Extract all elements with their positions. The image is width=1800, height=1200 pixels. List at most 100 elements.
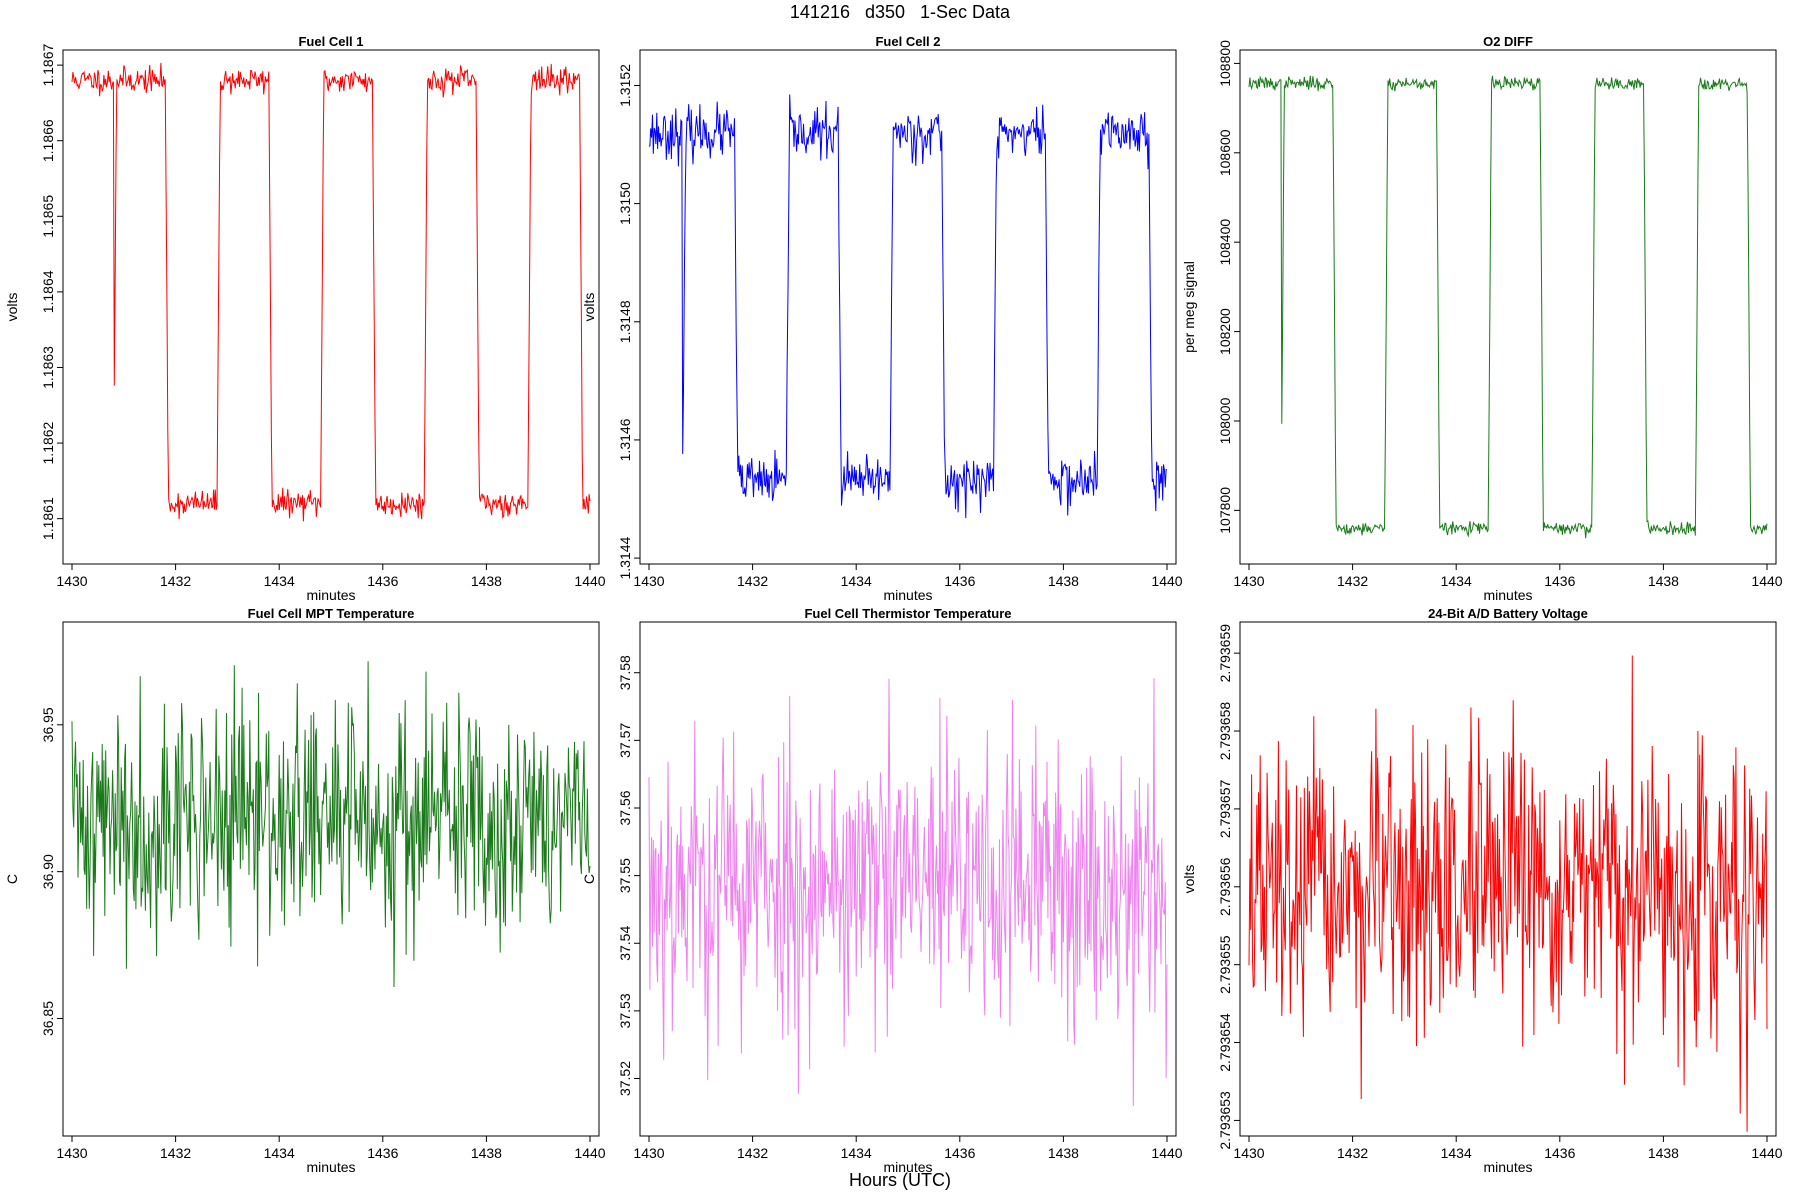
y-tick-label: 107800 — [1217, 487, 1233, 534]
x-tick-label: 1430 — [633, 1145, 664, 1161]
x-tick-label: 1434 — [264, 1145, 295, 1161]
y-tick-label: 1.1866 — [40, 119, 56, 162]
y-tick-label: 108000 — [1217, 397, 1233, 444]
x-tick-label: 1430 — [56, 1145, 87, 1161]
figure-title: 141216 d350 1-Sec Data — [789, 2, 1011, 22]
x-tick-label: 1438 — [471, 1145, 502, 1161]
x-tick-label: 1432 — [160, 573, 191, 589]
panel-title: O2 DIFF — [1483, 34, 1533, 49]
x-tick-label: 1438 — [1648, 1145, 1679, 1161]
panel-title: Fuel Cell 1 — [298, 34, 363, 49]
x-tick-label: 1434 — [1441, 1145, 1472, 1161]
x-tick-label: 1440 — [1151, 1145, 1182, 1161]
y-tick-label: 108200 — [1217, 308, 1233, 355]
x-tick-label: 1436 — [1544, 573, 1575, 589]
y-tick-label: 1.3148 — [617, 300, 633, 343]
y-tick-label: 36.95 — [40, 707, 56, 742]
x-tick-label: 1440 — [1751, 1145, 1782, 1161]
y-tick-label: 2.793655 — [1217, 935, 1233, 994]
x-axis-label: minutes — [306, 1159, 355, 1175]
x-tick-label: 1432 — [737, 573, 768, 589]
y-tick-label: 2.793656 — [1217, 857, 1233, 916]
plot-frame — [1239, 49, 1777, 565]
figure-xlabel: Hours (UTC) — [849, 1170, 951, 1190]
y-tick-label: 1.3144 — [617, 536, 633, 579]
y-axis-label: C — [4, 874, 20, 884]
x-tick-label: 1430 — [56, 573, 87, 589]
x-tick-label: 1434 — [841, 1145, 872, 1161]
x-tick-label: 1438 — [471, 573, 502, 589]
y-axis-label: volts — [4, 293, 20, 322]
x-tick-label: 1438 — [1048, 1145, 1079, 1161]
y-tick-label: 2.793653 — [1217, 1091, 1233, 1150]
x-tick-label: 1434 — [841, 573, 872, 589]
series-line — [648, 94, 1168, 519]
plot-frame — [62, 621, 600, 1137]
series-line — [1248, 655, 1768, 1132]
y-axis-label: C — [581, 874, 597, 884]
series-line — [71, 62, 591, 522]
y-tick-label: 1.1864 — [40, 270, 56, 313]
y-tick-label: 1.1865 — [40, 195, 56, 238]
y-tick-label: 108800 — [1217, 40, 1233, 87]
x-tick-label: 1440 — [1151, 573, 1182, 589]
plot-frame — [1239, 621, 1777, 1137]
series-line — [648, 678, 1168, 1107]
x-tick-label: 1436 — [367, 1145, 398, 1161]
y-tick-label: 37.54 — [617, 926, 633, 961]
x-tick-label: 1436 — [944, 573, 975, 589]
panel-title: 24-Bit A/D Battery Voltage — [1428, 606, 1588, 621]
plot-frame — [62, 49, 600, 565]
y-axis-label: per meg signal — [1181, 261, 1197, 353]
y-tick-label: 1.1862 — [40, 421, 56, 464]
y-tick-label: 1.3150 — [617, 182, 633, 225]
y-tick-label: 2.793654 — [1217, 1013, 1233, 1072]
y-tick-label: 37.56 — [617, 790, 633, 825]
series-line — [1248, 75, 1768, 539]
y-axis-label: volts — [581, 293, 597, 322]
panel-title: Fuel Cell Thermistor Temperature — [804, 606, 1011, 621]
x-tick-label: 1430 — [633, 573, 664, 589]
y-tick-label: 1.1863 — [40, 346, 56, 389]
x-tick-label: 1440 — [574, 1145, 605, 1161]
y-tick-label: 108600 — [1217, 129, 1233, 176]
y-tick-label: 37.52 — [617, 1061, 633, 1096]
plot-frame — [639, 621, 1177, 1137]
y-tick-label: 1.3146 — [617, 418, 633, 461]
x-tick-label: 1436 — [367, 573, 398, 589]
plot-frame — [639, 49, 1177, 565]
x-axis-label: minutes — [1483, 1159, 1532, 1175]
x-axis-label: minutes — [306, 587, 355, 603]
x-axis-label: minutes — [1483, 587, 1532, 603]
x-axis-label: minutes — [883, 587, 932, 603]
x-tick-label: 1430 — [1233, 573, 1264, 589]
y-tick-label: 36.85 — [40, 1001, 56, 1036]
series-line — [71, 661, 591, 988]
y-tick-label: 36.90 — [40, 854, 56, 889]
y-tick-label: 37.55 — [617, 858, 633, 893]
y-tick-label: 1.1861 — [40, 497, 56, 540]
x-tick-label: 1436 — [1544, 1145, 1575, 1161]
x-tick-label: 1438 — [1048, 573, 1079, 589]
y-tick-label: 2.793659 — [1217, 624, 1233, 683]
x-tick-label: 1434 — [1441, 573, 1472, 589]
y-tick-label: 2.793657 — [1217, 780, 1233, 839]
x-axis-label: minutes — [883, 1159, 932, 1175]
y-tick-label: 37.57 — [617, 723, 633, 758]
x-tick-label: 1436 — [944, 1145, 975, 1161]
x-tick-label: 1440 — [574, 573, 605, 589]
x-tick-label: 1432 — [160, 1145, 191, 1161]
y-tick-label: 37.58 — [617, 655, 633, 690]
x-tick-label: 1432 — [737, 1145, 768, 1161]
y-tick-label: 37.53 — [617, 993, 633, 1028]
y-axis-label: volts — [1181, 865, 1197, 894]
y-tick-label: 2.793658 — [1217, 702, 1233, 761]
x-tick-label: 1430 — [1233, 1145, 1264, 1161]
y-tick-label: 1.1867 — [40, 43, 56, 86]
x-tick-label: 1440 — [1751, 573, 1782, 589]
panel-title: Fuel Cell 2 — [875, 34, 940, 49]
panel-title: Fuel Cell MPT Temperature — [248, 606, 415, 621]
y-tick-label: 1.3152 — [617, 64, 633, 107]
x-tick-label: 1432 — [1337, 573, 1368, 589]
y-tick-label: 108400 — [1217, 219, 1233, 266]
